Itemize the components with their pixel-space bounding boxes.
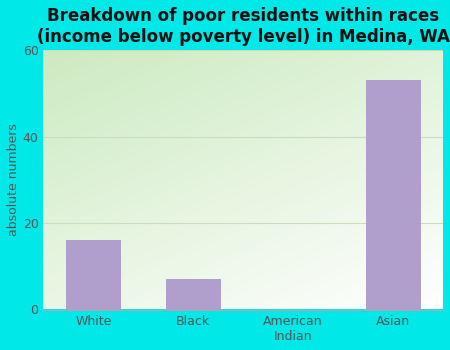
Bar [366,80,421,309]
Bar [66,240,121,309]
Title: Breakdown of poor residents within races
(income below poverty level) in Medina,: Breakdown of poor residents within races… [37,7,450,46]
Bar [166,279,221,309]
Y-axis label: absolute numbers: absolute numbers [7,123,20,236]
